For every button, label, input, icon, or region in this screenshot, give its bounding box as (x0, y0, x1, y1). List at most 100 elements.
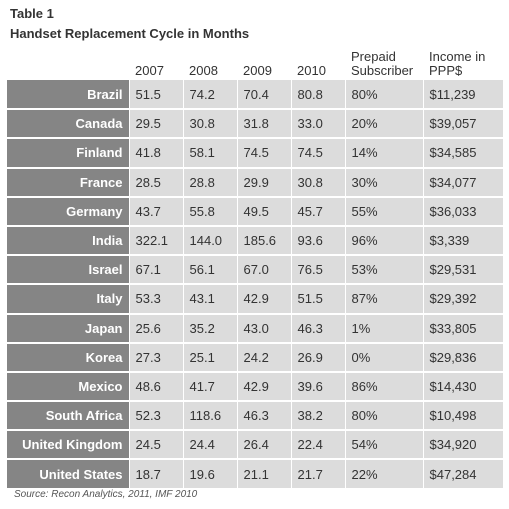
table-cell: 74.2 (182, 80, 237, 111)
table-cell: 24.2 (236, 342, 291, 373)
header-corner (7, 50, 129, 80)
table-cell: 53% (344, 255, 423, 286)
table-cell: $36,033 (422, 196, 503, 227)
table-row: Israel 67.1 56.1 67.0 76.5 53% $29,531 (7, 255, 503, 286)
table-cell: 51.5 (290, 284, 345, 315)
table-cell: 58.1 (182, 138, 237, 169)
table-cell: 22% (344, 459, 423, 490)
table-cell: 28.5 (128, 167, 183, 198)
table-cell: 18.7 (128, 459, 183, 490)
table-row: France 28.5 28.8 29.9 30.8 30% $34,077 (7, 167, 503, 198)
row-header-country: France (7, 167, 129, 198)
table-row: Japan 25.6 35.2 43.0 46.3 1% $33,805 (7, 313, 503, 344)
table-cell: 45.7 (290, 196, 345, 227)
table-cell: 46.3 (290, 313, 345, 344)
table-cell: 48.6 (128, 371, 183, 403)
table-cell: $47,284 (422, 459, 503, 490)
table-cell: 76.5 (290, 255, 345, 286)
table-cell: 86% (344, 371, 423, 403)
table-row: Korea 27.3 25.1 24.2 26.9 0% $29,836 (7, 342, 503, 373)
table-cell: 53.3 (128, 284, 183, 315)
table-cell: 51.5 (128, 80, 183, 111)
table-cell: 20% (344, 109, 423, 140)
table-cell: $11,239 (422, 80, 503, 111)
table-cell: 80% (344, 401, 423, 432)
table-row: United Kingdom 24.5 24.4 26.4 22.4 54% $34,920 (7, 430, 503, 461)
table-title: Handset Replacement Cycle in Months (10, 26, 250, 41)
column-header: Prepaid Subscriber (351, 49, 414, 78)
table-row: United States 18.7 19.6 21.1 21.7 22% $47,284 (7, 459, 503, 490)
row-header-country: Finland (7, 138, 129, 169)
table-cell: 39.6 (290, 371, 345, 403)
row-header-country: India (7, 225, 129, 257)
table-row: Italy 53.3 43.1 42.9 51.5 87% $29,392 (7, 284, 503, 315)
table-cell: $34,077 (422, 167, 503, 198)
table-cell: $29,392 (422, 284, 503, 315)
table-cell: 144.0 (182, 225, 237, 257)
table-cell: 46.3 (236, 401, 291, 432)
table-cell: $34,920 (422, 430, 503, 461)
table-cell: 21.7 (290, 459, 345, 490)
row-header-country: Canada (7, 109, 129, 140)
source-note: Source: Recon Analytics, 2011, IMF 2010 (14, 489, 198, 500)
table-cell: 1% (344, 313, 423, 344)
table-cell: 38.2 (290, 401, 345, 432)
table-cell: 30.8 (182, 109, 237, 140)
table-cell: $3,339 (422, 225, 503, 257)
column-header: 2010 (297, 63, 326, 78)
table-cell: $39,057 (422, 109, 503, 140)
table-cell: 43.0 (236, 313, 291, 344)
table-row: Canada 29.5 30.8 31.8 33.0 20% $39,057 (7, 109, 503, 140)
table-cell: 42.9 (236, 371, 291, 403)
table-cell: 26.4 (236, 430, 291, 461)
table-cell: 19.6 (182, 459, 237, 490)
table-cell: 49.5 (236, 196, 291, 227)
table-cell: 25.6 (128, 313, 183, 344)
table-cell: 26.9 (290, 342, 345, 373)
table-cell: 43.7 (128, 196, 183, 227)
table-cell: 33.0 (290, 109, 345, 140)
table-label: Table 1 (10, 6, 54, 21)
table-row: Germany 43.7 55.8 49.5 45.7 55% $36,033 (7, 196, 503, 227)
row-header-country: United Kingdom (7, 430, 129, 461)
table-row: Mexico 48.6 41.7 42.9 39.6 86% $14,430 (7, 371, 503, 403)
table-cell: 67.1 (128, 255, 183, 286)
table-cell: 31.8 (236, 109, 291, 140)
row-header-country: United States (7, 459, 129, 490)
table-cell: 42.9 (236, 284, 291, 315)
table-cell: 80.8 (290, 80, 345, 111)
row-header-country: Brazil (7, 80, 129, 111)
column-header: 2009 (243, 63, 272, 78)
row-header-country: Germany (7, 196, 129, 227)
table-row: India 322.1 144.0 185.6 93.6 96% $3,339 (7, 225, 503, 257)
table-cell: $33,805 (422, 313, 503, 344)
table-cell: 93.6 (290, 225, 345, 257)
table-cell: 29.9 (236, 167, 291, 198)
table-cell: 0% (344, 342, 423, 373)
table-cell: 28.8 (182, 167, 237, 198)
table-cell: 41.7 (182, 371, 237, 403)
table-cell: 22.4 (290, 430, 345, 461)
header-row: 2007 2008 2009 2010 Prepaid Subscriber I… (7, 50, 503, 80)
column-header: Income in PPP$ (429, 49, 486, 78)
table-cell: 56.1 (182, 255, 237, 286)
table-cell: 52.3 (128, 401, 183, 432)
table-cell: $29,836 (422, 342, 503, 373)
table-cell: 118.6 (182, 401, 237, 432)
table-cell: 24.4 (182, 430, 237, 461)
column-header: 2008 (189, 63, 218, 78)
table-cell: 27.3 (128, 342, 183, 373)
table-cell: 185.6 (236, 225, 291, 257)
table-cell: $29,531 (422, 255, 503, 286)
table-cell: 80% (344, 80, 423, 111)
table-cell: 30.8 (290, 167, 345, 198)
table-cell: 30% (344, 167, 423, 198)
row-header-country: Italy (7, 284, 129, 315)
table-cell: 70.4 (236, 80, 291, 111)
table-row: South Africa 52.3 118.6 46.3 38.2 80% $10,498 (7, 401, 503, 432)
table-cell: 14% (344, 138, 423, 169)
table-cell: 67.0 (236, 255, 291, 286)
table-cell: $10,498 (422, 401, 503, 432)
table-cell: 87% (344, 284, 423, 315)
table-cell: 96% (344, 225, 423, 257)
